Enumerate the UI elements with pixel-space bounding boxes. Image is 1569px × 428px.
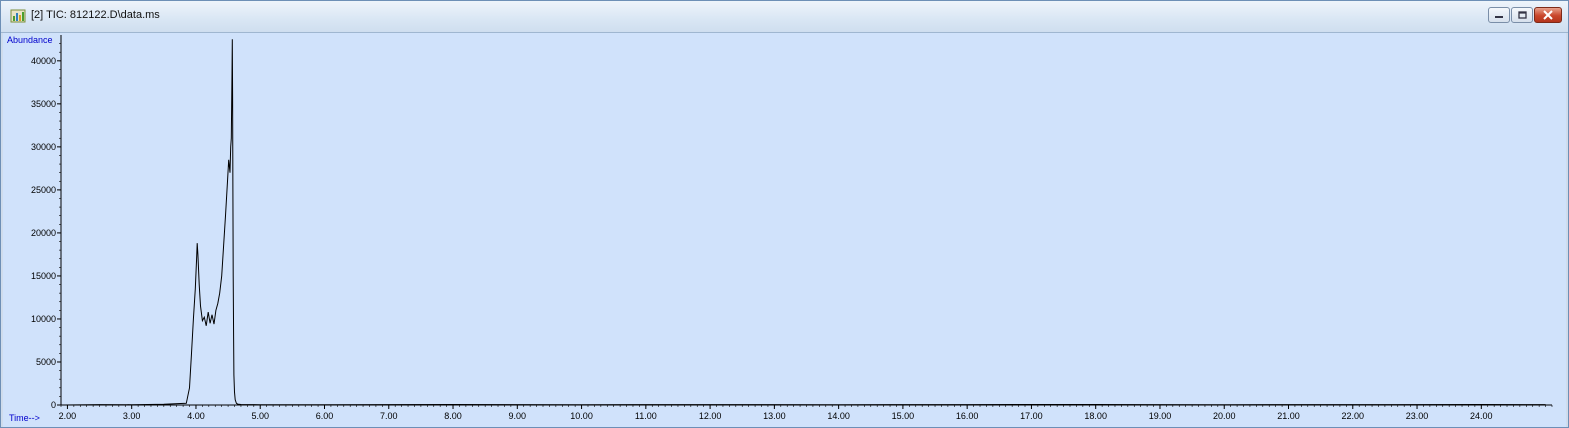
x-tick-label: 4.00 <box>187 411 205 421</box>
x-tick-label: 13.00 <box>763 411 786 421</box>
x-tick-label: 21.00 <box>1277 411 1300 421</box>
tic-chart[interactable]: Abundance Time--> 2.00 3.00 4.00 5.00 6.00 7.… <box>3 33 1566 427</box>
minimize-button[interactable] <box>1488 7 1510 23</box>
y-tick-label: 30000 <box>31 142 56 152</box>
y-tick-label: 25000 <box>31 185 56 195</box>
x-tick-label: 12.00 <box>699 411 722 421</box>
series <box>64 39 1546 406</box>
y-tick-label: 10000 <box>31 314 56 324</box>
minimize-icon <box>1495 16 1503 18</box>
x-tick-label: 23.00 <box>1406 411 1429 421</box>
title-bar[interactable]: [2] TIC: 812122.D\data.ms <box>1 1 1568 33</box>
window-title: [2] TIC: 812122.D\data.ms <box>31 9 160 21</box>
close-button[interactable] <box>1534 7 1562 23</box>
axes <box>60 35 1552 406</box>
y-tick-label: 20000 <box>31 228 56 238</box>
x-tick-label: 10.00 <box>570 411 593 421</box>
x-tick-label: 16.00 <box>956 411 979 421</box>
x-tick-label: 17.00 <box>1020 411 1043 421</box>
x-tick-label: 7.00 <box>380 411 398 421</box>
x-tick-label: 2.00 <box>59 411 77 421</box>
x-tick-label: 24.00 <box>1470 411 1493 421</box>
x-tick-label: 22.00 <box>1342 411 1365 421</box>
x-tick-label: 8.00 <box>444 411 462 421</box>
y-tick-label: 35000 <box>31 99 56 109</box>
x-tick-label: 5.00 <box>251 411 269 421</box>
y-tick-label: 5000 <box>36 357 56 367</box>
x-tick-label: 15.00 <box>892 411 915 421</box>
close-icon <box>1543 10 1553 20</box>
restore-icon <box>1518 11 1527 19</box>
chromatogram-app-icon <box>10 9 26 23</box>
x-tick-label: 20.00 <box>1213 411 1236 421</box>
restore-button[interactable] <box>1511 7 1533 23</box>
x-tick-label: 3.00 <box>123 411 141 421</box>
plot-area[interactable]: Abundance Time--> 2.00 3.00 4.00 5.00 6.00 7.… <box>3 33 1566 427</box>
y-tick-label: 40000 <box>31 56 56 66</box>
x-tick-label: 19.00 <box>1149 411 1172 421</box>
y-tick-label: 0 <box>51 400 56 410</box>
y-tick-label: 15000 <box>31 271 56 281</box>
ticks: 2.00 3.00 4.00 5.00 6.00 7.00 8.00 9.00 10.00 11.… <box>31 43 1553 421</box>
x-tick-label: 6.00 <box>316 411 334 421</box>
x-tick-label: 14.00 <box>827 411 850 421</box>
x-tick-label: 9.00 <box>509 411 527 421</box>
y-axis-label: Abundance <box>7 35 53 45</box>
x-axis-label: Time--> <box>9 413 40 423</box>
window-controls <box>1487 7 1562 25</box>
x-tick-label: 11.00 <box>635 411 657 421</box>
x-tick-label: 18.00 <box>1084 411 1107 421</box>
tic-trace-line <box>64 39 1546 406</box>
